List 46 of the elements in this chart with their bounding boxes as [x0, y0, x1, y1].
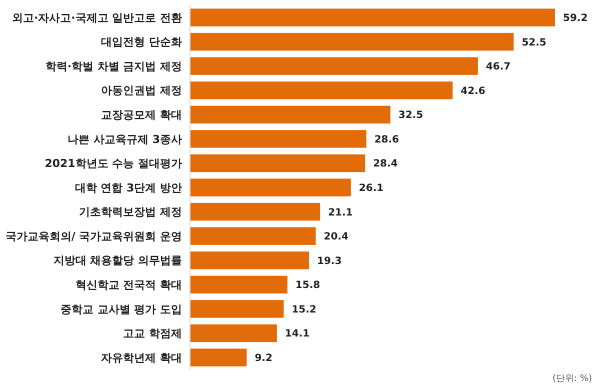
data-label: 28.4 — [373, 158, 398, 170]
y-tick-label: 대입전형 단순화 — [101, 36, 182, 49]
y-tick-label: 나쁜 사교육규제 3종사 — [68, 132, 182, 146]
data-label: 32.5 — [398, 110, 424, 122]
bar — [190, 106, 390, 124]
y-tick-label: 고교 학점제 — [123, 327, 182, 340]
bar — [190, 178, 351, 196]
data-label: 15.8 — [295, 280, 320, 292]
y-tick-label: 중학교 교사별 평가 도입 — [60, 302, 182, 316]
data-label: 9.2 — [254, 352, 272, 364]
data-label: 42.6 — [460, 86, 486, 97]
bar — [190, 57, 478, 75]
y-tick-label: 자유학년제 확대 — [101, 351, 182, 364]
data-label: 46.7 — [486, 62, 511, 73]
bar — [190, 276, 288, 294]
y-tick-label: 대학 연합 3단계 방안 — [74, 181, 182, 194]
data-label: 19.3 — [316, 256, 342, 267]
y-tick-label: 외고·자사고·국제고 일반고로 전환 — [12, 11, 182, 24]
bar — [190, 32, 514, 51]
bar — [190, 324, 277, 342]
data-label: 14.1 — [284, 328, 310, 340]
bar — [190, 300, 284, 318]
y-tick-label: 아동인권법 제정 — [101, 84, 182, 98]
bar — [190, 8, 555, 26]
data-label: 20.4 — [324, 232, 348, 243]
bar — [190, 81, 453, 100]
data-label: 15.2 — [292, 304, 316, 316]
y-tick-label: 지방대 채용할당 의무법률 — [52, 254, 182, 268]
bar — [190, 227, 316, 245]
data-label: 28.6 — [374, 134, 400, 146]
y-tick-label: 교장공모제 확대 — [101, 108, 182, 122]
data-label: 26.1 — [358, 183, 384, 194]
data-label: 59.2 — [563, 13, 588, 24]
y-tick-label: 기초학력보장법 제정 — [79, 206, 182, 219]
data-label: 21.1 — [328, 207, 353, 218]
y-tick-label: 국가교육회의/ 국가교육위원회 운영 — [5, 230, 182, 243]
bar — [190, 130, 366, 148]
y-tick-label: 혁신학교 전국적 확대 — [75, 278, 182, 292]
bar — [190, 154, 366, 172]
bar — [190, 251, 309, 270]
data-label: 52.5 — [522, 37, 546, 48]
y-tick-label: 2021학년도 수능 절대평가 — [44, 157, 182, 170]
text: (단위: %) — [552, 374, 592, 384]
y-tick-label: 학력·학벌 차별 금지법 제정 — [45, 60, 182, 73]
bar — [190, 202, 320, 221]
bar — [190, 348, 247, 366]
